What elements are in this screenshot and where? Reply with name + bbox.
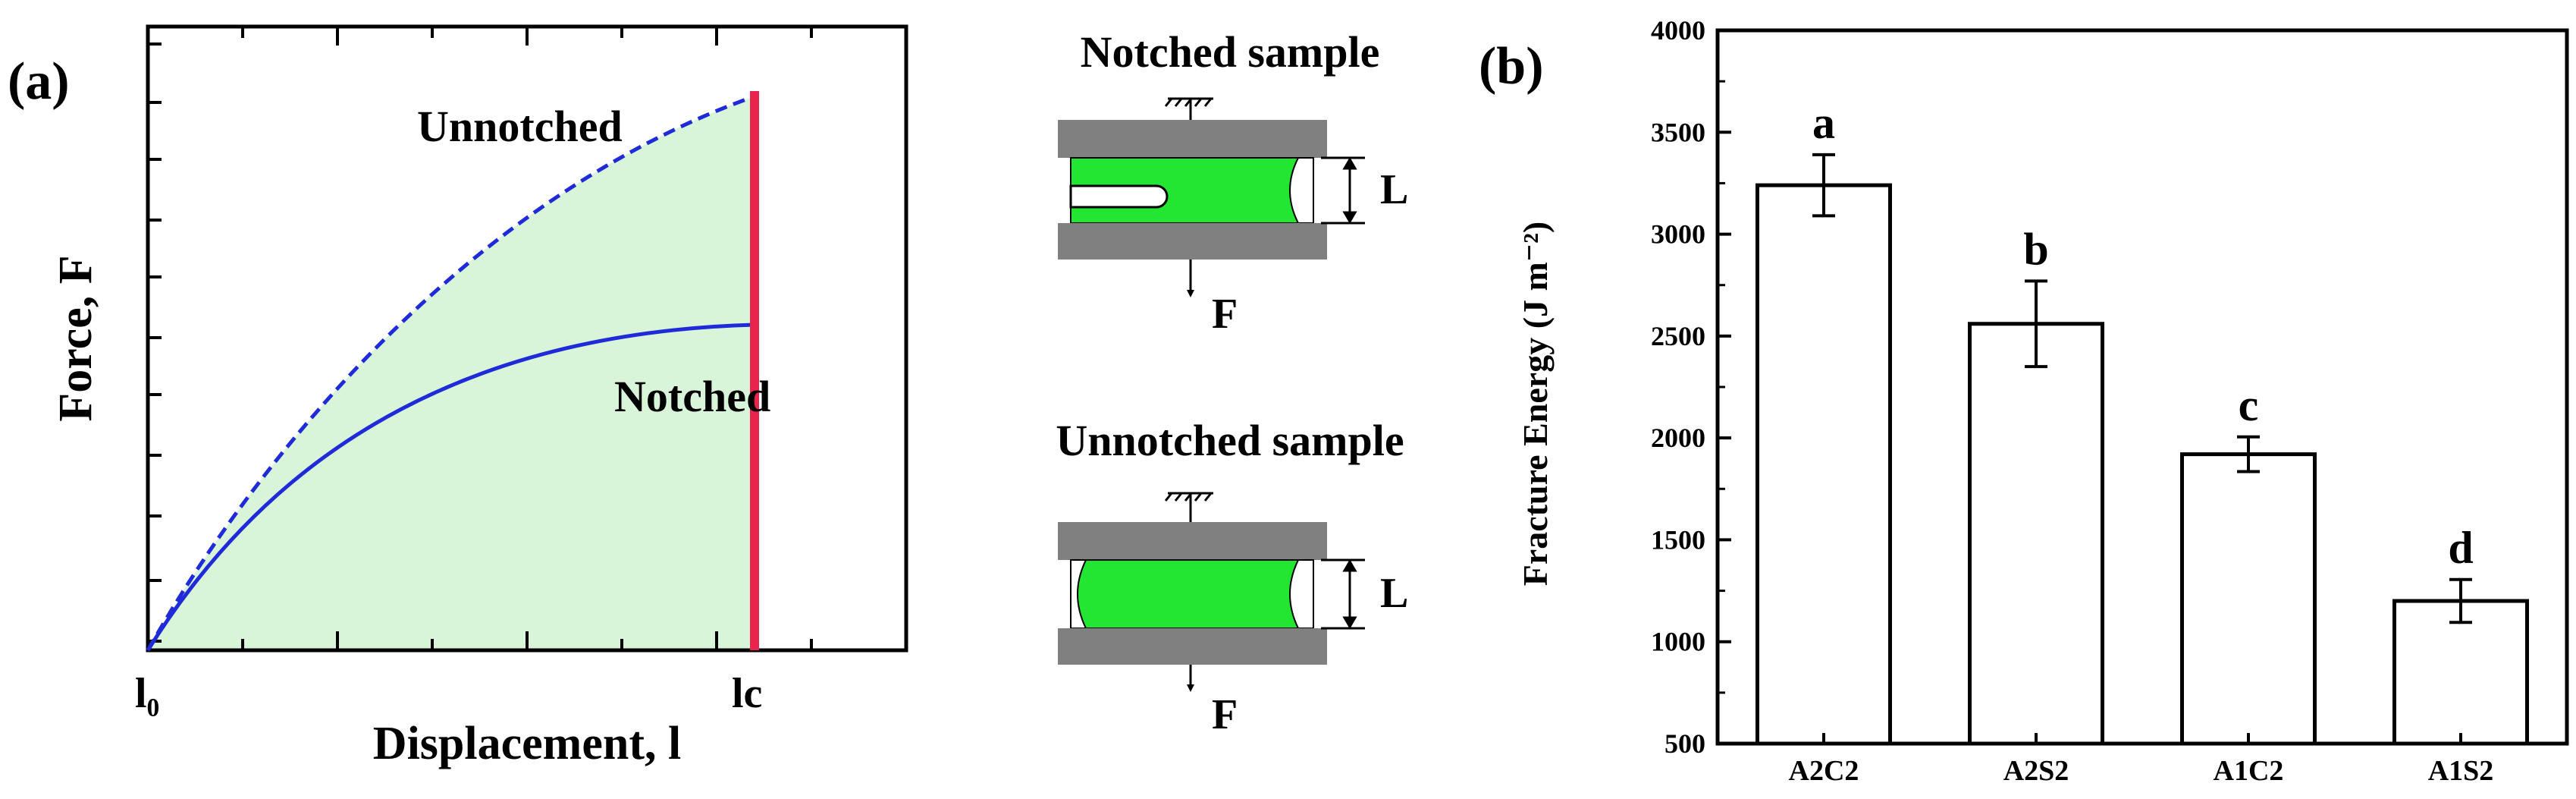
y-axis-title-a: Force, F	[50, 255, 102, 421]
length-label: L	[1380, 166, 1408, 213]
upper-clamp	[1058, 120, 1327, 158]
y-tick-label: 3000	[1651, 219, 1705, 250]
panel-a-label: (a)	[8, 52, 70, 111]
x-tick-lc: lc	[732, 670, 762, 717]
y-axis-ticks-a	[148, 42, 162, 643]
x-tick-l0: l₀	[135, 670, 159, 717]
significance-label: c	[2239, 380, 2259, 430]
length-label: L	[1380, 570, 1408, 617]
fixed-support-icon	[1164, 492, 1213, 522]
y-tick-label: 1500	[1651, 524, 1705, 555]
y-tick-label: 2000	[1651, 423, 1705, 453]
y-tick-label: 3500	[1651, 117, 1705, 147]
bar	[2180, 452, 2317, 746]
lower-clamp	[1058, 628, 1327, 665]
force-label: F	[1212, 691, 1238, 738]
significance-label: d	[2448, 523, 2473, 573]
force-arrowhead	[1187, 290, 1194, 297]
panel-b: (b) Fracture Energy (J m⁻²) 500 1000 1500 2…	[1479, 15, 2569, 787]
unnotched-sample-title: Unnotched sample	[1056, 416, 1404, 465]
y-tick-label: 4000	[1651, 15, 1705, 46]
x-tick-label: A1S2	[2428, 755, 2494, 787]
x-axis-title-a: Displacement, l	[373, 718, 681, 769]
force-label: F	[1212, 291, 1238, 338]
notch	[1069, 184, 1169, 209]
force-arrowhead	[1187, 684, 1194, 692]
upper-clamp	[1058, 522, 1327, 560]
y-axis-title-b: Fracture Energy (J m⁻²)	[1516, 222, 1555, 586]
notched-curve-label: Notched	[614, 372, 770, 421]
x-tick-label: A2S2	[2003, 755, 2069, 787]
significance-label: b	[2023, 224, 2048, 274]
y-tick-label: 500	[1665, 728, 1705, 759]
sample-edge-right	[1289, 157, 1314, 224]
energy-area	[148, 96, 755, 650]
unnotched-curve-label: Unnotched	[417, 102, 623, 151]
notched-sample-diagram: Notched sample L	[1058, 27, 1408, 338]
significance-label: a	[1812, 98, 1835, 148]
y-tick-label: 1000	[1651, 627, 1705, 657]
panel-a: (a)	[8, 24, 908, 769]
x-tick-label: A1C2	[2214, 755, 2284, 787]
sample-diagrams: Notched sample L	[1056, 27, 1408, 738]
panel-b-label: (b)	[1479, 37, 1544, 96]
x-tick-label: A2C2	[1789, 755, 1859, 787]
unnotched-sample-diagram: Unnotched sample L	[1056, 416, 1408, 738]
sample-edge-left	[1070, 559, 1087, 629]
length-dimension	[1321, 558, 1365, 630]
bar	[1756, 183, 1892, 746]
lower-clamp	[1058, 223, 1327, 260]
length-dimension	[1321, 156, 1365, 225]
notched-curve	[146, 322, 755, 652]
sample-body	[1070, 559, 1314, 629]
sample-edge-right	[1289, 559, 1314, 629]
notched-sample-title: Notched sample	[1081, 27, 1380, 77]
fixed-support-icon	[1164, 97, 1213, 121]
y-tick-label: 2500	[1651, 321, 1705, 351]
bar	[1968, 322, 2104, 746]
plot-b: 500 1000 1500 2000 2500 3000 3500 4000 a A2C2 b A2S…	[1651, 15, 2569, 787]
x-axis-ticks-a	[241, 27, 813, 650]
unnotched-curve	[146, 94, 755, 652]
